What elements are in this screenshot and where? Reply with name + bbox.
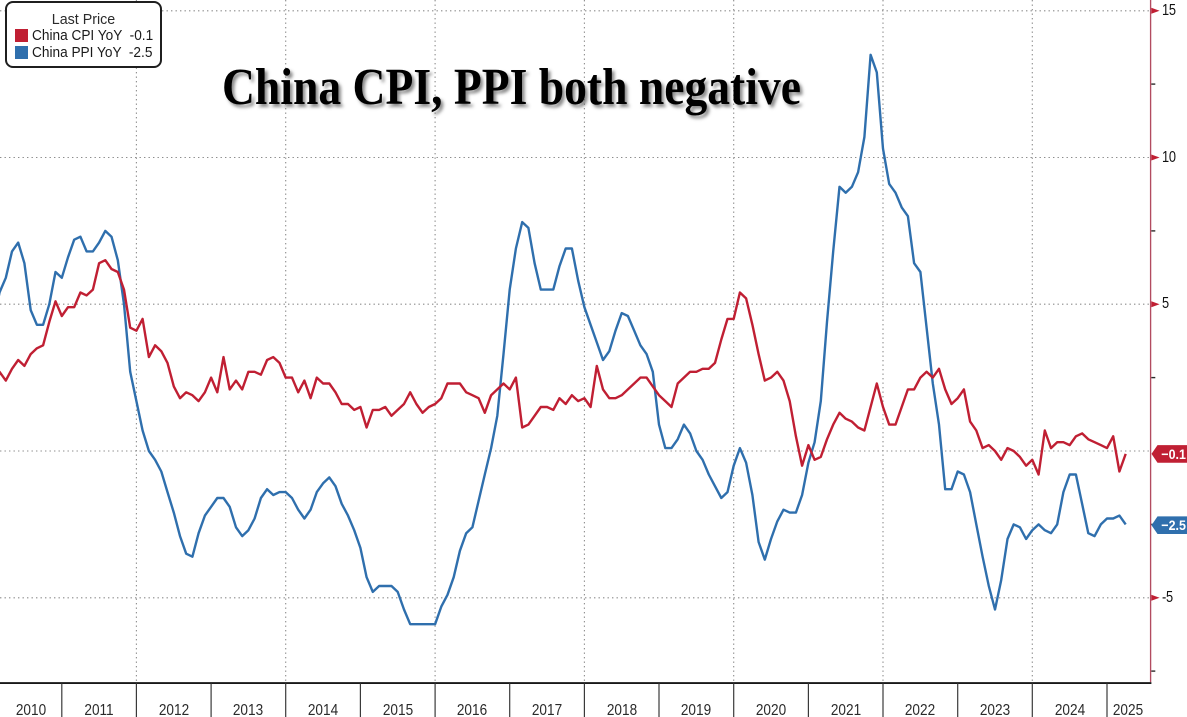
svg-text:−0.1: −0.1 (1161, 446, 1186, 462)
svg-text:−2.5: −2.5 (1161, 517, 1186, 533)
